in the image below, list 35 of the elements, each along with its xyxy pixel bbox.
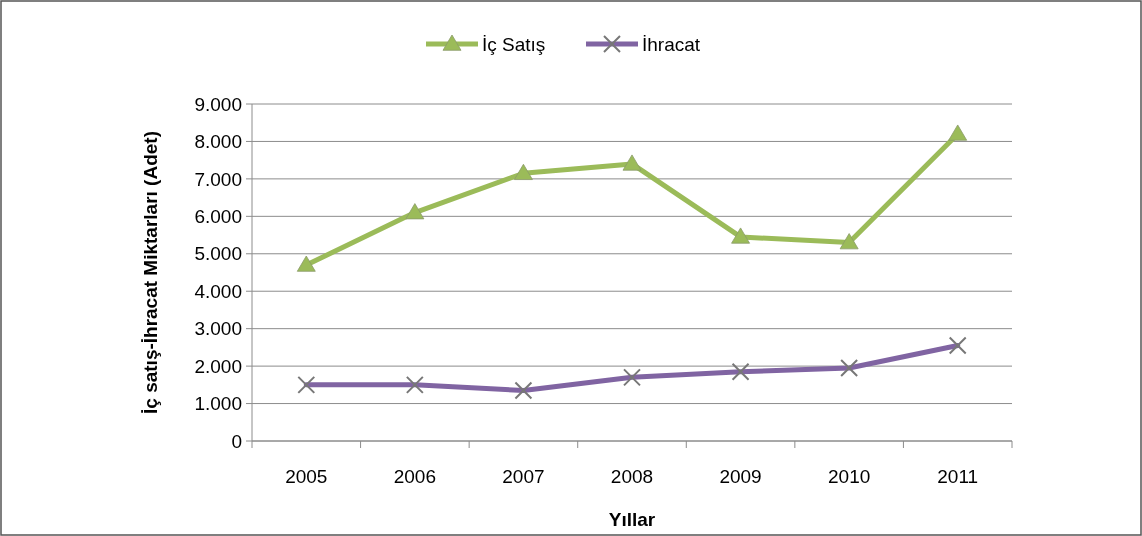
y-tick-label: 8.000 — [194, 131, 242, 153]
y-tick-label: 2.000 — [194, 355, 242, 377]
point — [297, 375, 316, 394]
x-tick-label: 2006 — [393, 466, 436, 487]
x-tick-label: 2010 — [828, 466, 871, 487]
x-tick-label: 2011 — [937, 466, 979, 487]
y-tick-label: 0 — [231, 430, 242, 452]
point — [948, 124, 968, 141]
y-tick-label: 6.000 — [194, 205, 242, 227]
x-tick-label: 2008 — [610, 466, 654, 487]
point — [296, 255, 316, 272]
point — [405, 203, 425, 220]
point — [622, 154, 642, 171]
point — [731, 362, 750, 381]
point — [731, 227, 750, 244]
point — [839, 233, 859, 250]
legend-label: İhracat — [642, 33, 701, 55]
y-axis-title: İç satış-İhracat Miktarları (Adet) — [140, 131, 161, 414]
y-tick-label: 4.000 — [194, 280, 242, 302]
point — [514, 381, 533, 400]
point — [405, 375, 424, 394]
point — [948, 336, 967, 355]
x-axis-title: Yıllar — [608, 509, 656, 530]
point — [623, 368, 641, 387]
x-tick-label: 2005 — [285, 466, 328, 487]
y-tick-label: 3.000 — [194, 318, 242, 340]
y-tick-label: 5.000 — [194, 243, 242, 265]
x-tick-label: 2009 — [719, 466, 762, 487]
x-tick-label: 2007 — [502, 466, 545, 487]
y-tick-label: 1.000 — [194, 393, 242, 415]
y-tick-label: 7.000 — [194, 168, 242, 190]
legend-label: İç Satış — [482, 33, 546, 55]
y-tick-label: 9.000 — [194, 93, 242, 115]
point — [514, 163, 533, 180]
point — [840, 358, 859, 377]
